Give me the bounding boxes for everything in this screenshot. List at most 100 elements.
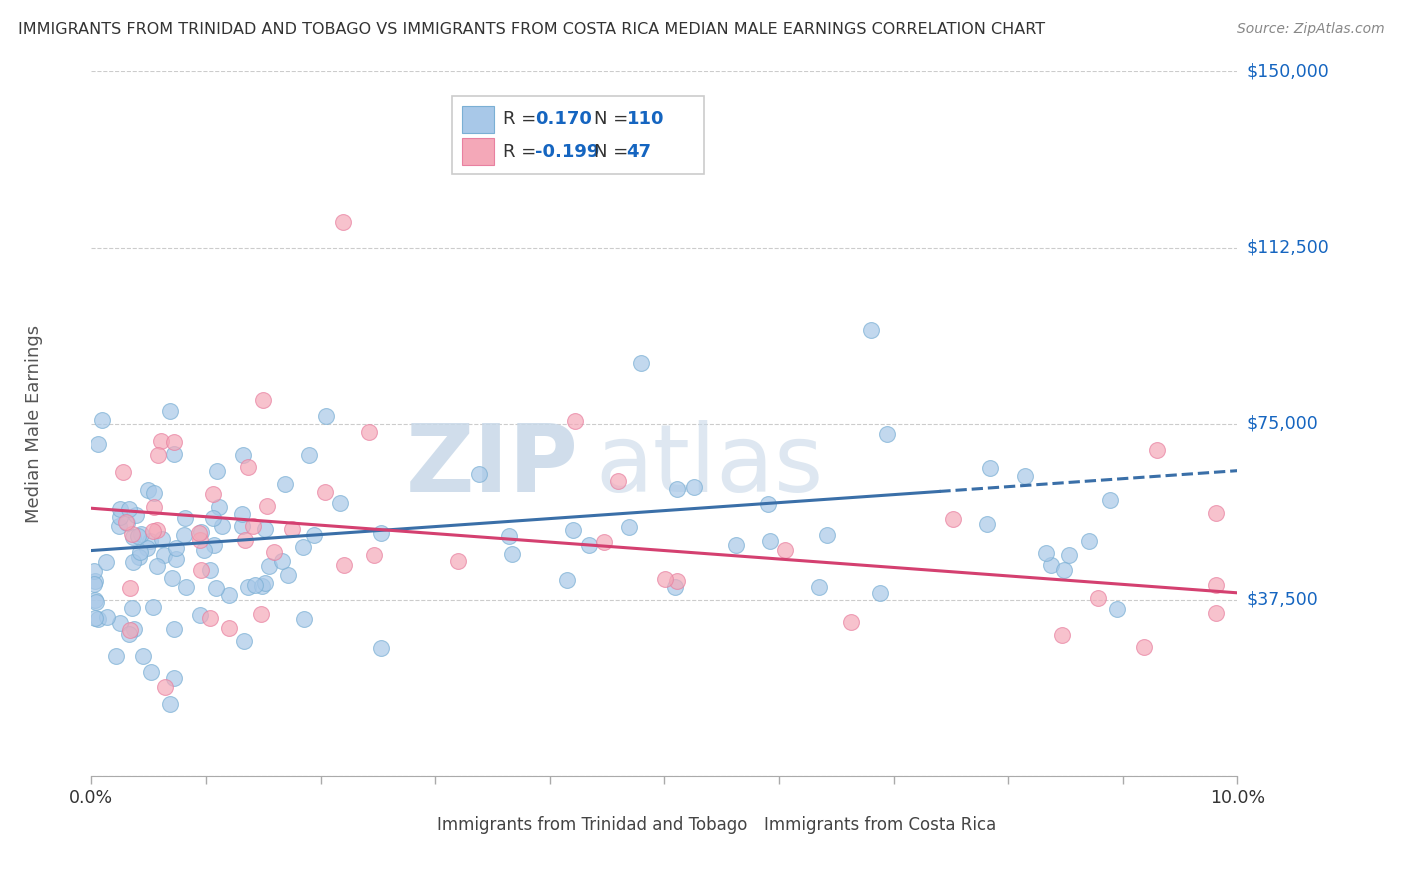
Point — [1205, 577, 1227, 591]
Point — [329, 496, 352, 510]
Text: N =: N = — [595, 111, 634, 128]
Point — [859, 323, 882, 337]
Point — [292, 612, 315, 626]
Text: ZIP: ZIP — [405, 420, 578, 512]
Text: R =: R = — [503, 111, 541, 128]
Point — [84, 611, 107, 625]
Point — [218, 588, 240, 602]
Point — [775, 543, 797, 558]
Point — [271, 554, 294, 568]
Point — [105, 649, 128, 664]
Point — [129, 545, 152, 559]
Point — [107, 519, 129, 533]
Point — [136, 483, 159, 497]
Point — [83, 577, 105, 591]
Point — [122, 555, 145, 569]
Point — [682, 480, 704, 494]
Point — [724, 538, 747, 552]
FancyBboxPatch shape — [461, 138, 494, 165]
Point — [83, 574, 105, 588]
Point — [139, 665, 162, 679]
Point — [257, 558, 280, 573]
Point — [233, 634, 256, 648]
Point — [756, 497, 779, 511]
Text: Median Male Earnings: Median Male Earnings — [25, 325, 44, 523]
Point — [593, 534, 616, 549]
Point — [557, 573, 579, 587]
Point — [231, 518, 253, 533]
Text: $112,500: $112,500 — [1247, 238, 1329, 257]
FancyBboxPatch shape — [727, 814, 756, 836]
Point — [252, 393, 274, 408]
Point — [146, 448, 169, 462]
Point — [118, 581, 141, 595]
FancyBboxPatch shape — [461, 106, 494, 133]
Point — [122, 531, 145, 545]
Point — [174, 580, 197, 594]
Point — [87, 436, 110, 450]
Point — [815, 528, 838, 542]
Point — [202, 538, 225, 552]
Point — [357, 425, 380, 440]
Point — [173, 528, 195, 542]
Point — [118, 624, 141, 638]
Point — [231, 507, 253, 521]
Point — [1053, 563, 1076, 577]
Text: Immigrants from Trinidad and Tobago: Immigrants from Trinidad and Tobago — [437, 816, 748, 834]
Point — [942, 512, 965, 526]
Point — [160, 571, 183, 585]
Point — [876, 426, 898, 441]
Point — [292, 541, 315, 555]
Point — [238, 580, 260, 594]
Point — [280, 522, 302, 536]
Point — [238, 460, 260, 475]
Point — [1087, 591, 1109, 606]
Point — [332, 215, 354, 229]
Point — [146, 523, 169, 537]
Point — [979, 460, 1001, 475]
Point — [363, 548, 385, 562]
Text: 0.170: 0.170 — [534, 111, 592, 128]
Point — [1132, 640, 1154, 655]
Point — [233, 533, 256, 548]
Text: IMMIGRANTS FROM TRINIDAD AND TOBAGO VS IMMIGRANTS FROM COSTA RICA MEDIAN MALE EA: IMMIGRANTS FROM TRINIDAD AND TOBAGO VS I… — [18, 22, 1046, 37]
Point — [250, 607, 273, 622]
Text: Immigrants from Costa Rica: Immigrants from Costa Rica — [763, 816, 997, 834]
Point — [112, 466, 135, 480]
Point — [759, 534, 782, 549]
Text: $37,500: $37,500 — [1247, 591, 1319, 609]
Point — [242, 519, 264, 533]
Point — [198, 563, 221, 577]
Point — [84, 593, 107, 607]
Point — [108, 615, 131, 630]
Point — [162, 435, 184, 450]
Point — [153, 548, 176, 562]
Point — [1039, 558, 1062, 573]
Point — [129, 527, 152, 541]
Point — [315, 409, 337, 424]
Point — [139, 533, 162, 548]
Point — [163, 622, 186, 636]
Point — [143, 486, 166, 500]
Point — [250, 578, 273, 592]
Point — [498, 529, 520, 543]
Point — [254, 575, 277, 590]
Text: atlas: atlas — [596, 420, 824, 512]
Text: R =: R = — [503, 143, 541, 161]
Point — [664, 581, 686, 595]
Point — [128, 550, 150, 565]
Point — [84, 595, 107, 609]
Point — [87, 612, 110, 626]
Point — [135, 541, 157, 555]
Point — [370, 525, 392, 540]
Point — [1098, 492, 1121, 507]
FancyBboxPatch shape — [401, 814, 429, 836]
Text: N =: N = — [595, 143, 634, 161]
Point — [277, 568, 299, 582]
Point — [256, 499, 278, 513]
Point — [447, 554, 470, 568]
Point — [807, 580, 830, 594]
Point — [145, 558, 167, 573]
Point — [142, 524, 165, 538]
Point — [562, 523, 585, 537]
